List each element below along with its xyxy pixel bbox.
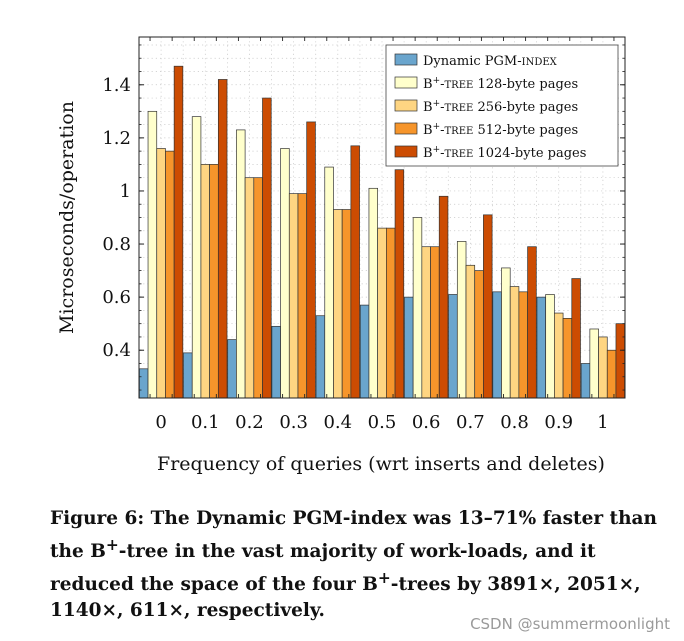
- bar-dynamic-pgm-index-0.9: [536, 296, 547, 399]
- bar-b-tree-512-byte-pages-0.7: [474, 270, 484, 399]
- y-tick-label: 1.2: [102, 128, 131, 149]
- x-tick-label: 0.1: [191, 412, 220, 433]
- bar-b-tree-1024-byte-pages-0.4: [350, 145, 360, 399]
- bar-b-tree-256-byte-pages-0.3: [288, 193, 299, 399]
- bar-b-tree-128-byte-pages-0.6: [412, 217, 423, 399]
- x-tick-label: 1: [597, 412, 608, 433]
- bar-b-tree-512-byte-pages-0: [165, 150, 175, 399]
- bar-b-tree-1024-byte-pages-0.8: [527, 246, 537, 399]
- bar-dynamic-pgm-index-0.4: [315, 315, 326, 399]
- bar-dynamic-pgm-index-1: [580, 363, 591, 399]
- bar-b-tree-1024-byte-pages-0.7: [483, 214, 493, 399]
- bar-b-tree-128-byte-pages-0.7: [456, 241, 467, 399]
- bar-b-tree-256-byte-pages-0.2: [244, 177, 255, 399]
- bar-b-tree-512-byte-pages-0.6: [430, 246, 440, 399]
- legend: Dynamic PGM-INDEX B+-TREE 128-byte pages B…: [385, 44, 619, 167]
- bar-b-tree-128-byte-pages-0.1: [191, 116, 202, 399]
- bar-b-tree-512-byte-pages-0.9: [562, 318, 573, 399]
- bar-b-tree-512-byte-pages-0.4: [341, 209, 352, 399]
- bar-b-tree-256-byte-pages-0.4: [333, 209, 343, 399]
- x-tick-label: 0.6: [412, 412, 441, 433]
- legend-swatch: [394, 76, 418, 89]
- bar-b-tree-512-byte-pages-0.5: [386, 227, 396, 399]
- y-tick-label: 1: [120, 181, 131, 202]
- y-tick-label: 0.6: [102, 287, 131, 308]
- watermark: CSDN @summermoonlight: [470, 615, 670, 633]
- bar-b-tree-128-byte-pages-0.8: [501, 267, 511, 399]
- bar-b-tree-512-byte-pages-0.3: [297, 193, 308, 399]
- bar-b-tree-128-byte-pages-0.4: [324, 166, 334, 399]
- figure-caption: Figure 6: The Dynamic PGM-index was 13–7…: [50, 508, 657, 622]
- legend-swatch: [394, 145, 418, 158]
- y-tick-label: 0.4: [102, 340, 131, 361]
- x-tick-label: 0.8: [500, 412, 529, 433]
- bar-dynamic-pgm-index-0.6: [404, 296, 414, 399]
- bar-chart: 0.40.60.811.21.4 0 0.1 0.2 0.3 0.4 0.5 0.6 0.7 0…: [56, 36, 626, 475]
- bar-b-tree-1024-byte-pages-0.6: [438, 195, 449, 399]
- x-tick-label: 0.2: [235, 412, 264, 433]
- x-axis-label: Frequency of queries (wrt inserts and de…: [157, 453, 605, 475]
- bar-b-tree-128-byte-pages-0.5: [368, 187, 379, 399]
- x-tick-label: 0.9: [544, 412, 573, 433]
- bar-b-tree-512-byte-pages-0.8: [518, 291, 528, 399]
- x-tick-label: 0.5: [368, 412, 397, 433]
- bar-b-tree-1024-byte-pages-0: [173, 65, 184, 399]
- legend-swatch: [394, 122, 418, 135]
- bars: [138, 65, 626, 399]
- y-tick-labels: 0.4 0.6 0.8 1 1.2 1.4: [102, 75, 131, 361]
- bar-dynamic-pgm-index-0.1: [183, 352, 193, 399]
- bar-b-tree-1024-byte-pages-0.9: [571, 278, 581, 399]
- x-tick-labels: 0 0.1 0.2 0.3 0.4 0.5 0.6 0.7 0.8 0.9 1: [155, 412, 608, 433]
- legend-label: Dynamic PGM-INDEX: [423, 54, 558, 69]
- x-tick-label: 0.4: [323, 412, 352, 433]
- bar-b-tree-256-byte-pages-0.1: [200, 164, 210, 399]
- legend-box: [385, 44, 619, 167]
- bar-b-tree-256-byte-pages-0.5: [377, 227, 387, 399]
- bar-b-tree-256-byte-pages-0.7: [465, 264, 476, 399]
- bar-b-tree-128-byte-pages-0.3: [280, 148, 290, 399]
- bar-b-tree-512-byte-pages-0.2: [253, 177, 263, 399]
- legend-label: B+-TREE 512-byte pages: [423, 122, 578, 138]
- bar-b-tree-256-byte-pages-1: [598, 336, 608, 399]
- axis-ticks: [139, 37, 625, 398]
- bar-b-tree-256-byte-pages-0.6: [421, 246, 431, 399]
- legend-label: B+-TREE 1024-byte pages: [423, 145, 586, 161]
- bar-dynamic-pgm-index-0.5: [359, 304, 370, 399]
- bar-dynamic-pgm-index-0.8: [492, 291, 502, 399]
- bar-b-tree-256-byte-pages-0: [156, 148, 166, 399]
- bar-b-tree-1024-byte-pages-0.2: [262, 97, 272, 399]
- legend-swatch: [394, 53, 418, 66]
- y-axis-label: Microseconds/operation: [56, 101, 78, 334]
- bar-b-tree-1024-byte-pages-1: [615, 323, 626, 399]
- bar-dynamic-pgm-index-0.7: [448, 294, 458, 399]
- bar-b-tree-1024-byte-pages-0.1: [217, 79, 228, 399]
- bar-dynamic-pgm-index-0.2: [227, 339, 237, 399]
- bar-dynamic-pgm-index-0.3: [271, 325, 281, 399]
- x-tick-label: 0: [155, 412, 166, 433]
- y-tick-label: 0.8: [102, 234, 131, 255]
- legend-label: B+-TREE 128-byte pages: [423, 76, 578, 92]
- legend-label: B+-TREE 256-byte pages: [423, 99, 578, 115]
- bar-b-tree-512-byte-pages-1: [606, 349, 617, 399]
- bar-dynamic-pgm-index-0: [138, 368, 149, 399]
- bar-b-tree-1024-byte-pages-0.3: [306, 121, 316, 399]
- bar-b-tree-128-byte-pages-0.2: [236, 129, 246, 399]
- bar-b-tree-128-byte-pages-1: [589, 328, 599, 399]
- bar-b-tree-256-byte-pages-0.9: [554, 312, 564, 399]
- bar-b-tree-128-byte-pages-0: [147, 110, 158, 399]
- x-tick-label: 0.3: [279, 412, 308, 433]
- bar-b-tree-128-byte-pages-0.9: [545, 294, 555, 399]
- x-tick-label: 0.7: [456, 412, 485, 433]
- y-tick-label: 1.4: [102, 75, 131, 96]
- bar-b-tree-256-byte-pages-0.8: [509, 286, 520, 399]
- bar-b-tree-512-byte-pages-0.1: [209, 164, 219, 399]
- legend-swatch: [394, 99, 418, 112]
- bar-b-tree-1024-byte-pages-0.5: [394, 169, 405, 399]
